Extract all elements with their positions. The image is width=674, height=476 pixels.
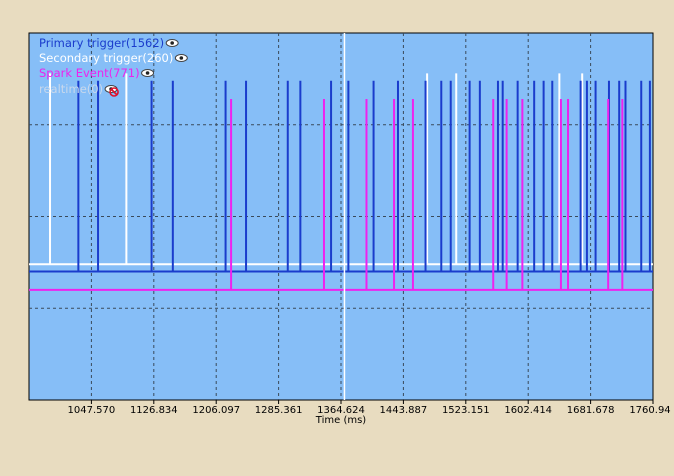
series-2 (29, 99, 653, 291)
series-1 (29, 73, 653, 266)
x-tick-label: 1681.678 (567, 405, 615, 416)
x-tick-label: 1760.94 (629, 405, 670, 416)
x-tick-label: 1443.887 (380, 405, 428, 416)
eye-icon[interactable] (141, 69, 155, 77)
x-axis-label: Time (ms) (315, 415, 367, 426)
x-tick-label: 1047.570 (68, 405, 116, 416)
x-tick-label: 1523.151 (442, 405, 490, 416)
x-tick-label: 1364.624 (317, 405, 365, 416)
legend-entry-0[interactable]: Primary trigger(1562) (39, 36, 164, 50)
eye-icon[interactable] (165, 39, 179, 47)
x-tick-label: 1602.414 (504, 405, 552, 416)
legend-entry-3[interactable]: realtime(0) (39, 82, 103, 96)
x-tick-label: 1126.834 (130, 405, 178, 416)
legend-entry-2[interactable]: Spark Event(771) (39, 66, 140, 80)
x-tick-label: 1206.097 (192, 405, 240, 416)
x-axis-ticks: 1047.570 1126.834 1206.097 1285.361 1364.624… (68, 400, 671, 416)
series-0 (29, 80, 653, 273)
x-tick-label: 1285.361 (255, 405, 303, 416)
legend: Primary trigger(1562)Secondary trigger(2… (39, 36, 188, 97)
series-layer (29, 73, 653, 291)
legend-entry-1[interactable]: Secondary trigger(260) (39, 51, 173, 65)
grid (29, 33, 653, 400)
hidden-eye-icon[interactable] (104, 85, 119, 97)
eye-icon[interactable] (174, 54, 188, 62)
